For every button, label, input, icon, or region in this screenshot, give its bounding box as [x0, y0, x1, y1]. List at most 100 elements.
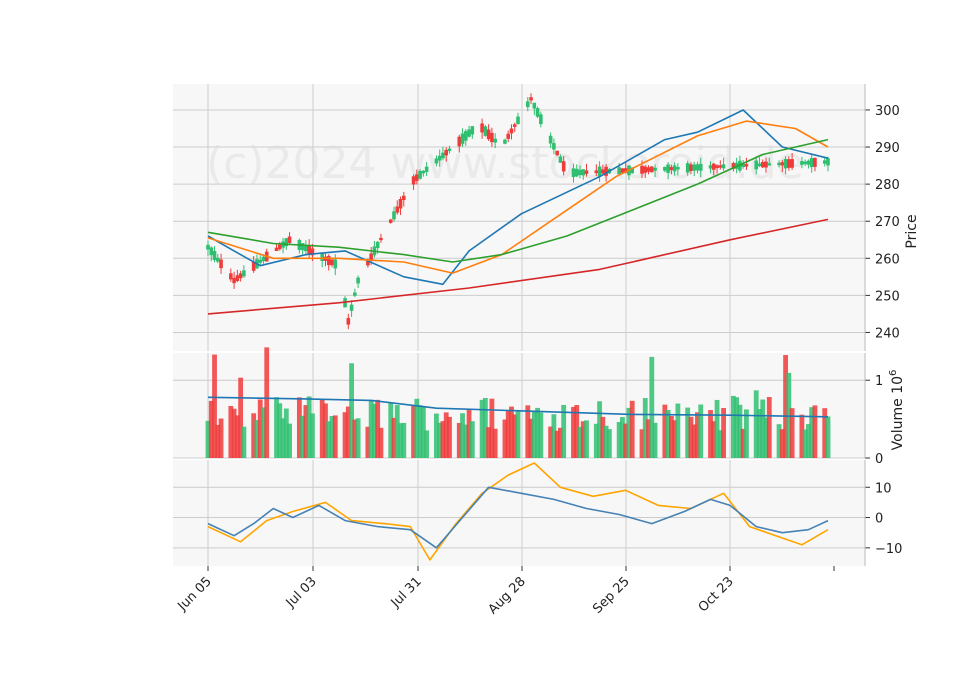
- volume-bar: [744, 409, 749, 458]
- volume-bar: [721, 408, 726, 458]
- volume-bar: [509, 406, 514, 458]
- volume-bar: [623, 423, 629, 458]
- candle-body: [640, 165, 644, 174]
- volume-bar: [649, 356, 655, 458]
- volume-bar: [597, 401, 602, 458]
- volume-bar: [580, 421, 586, 458]
- candle-body: [767, 163, 772, 166]
- candle-body: [437, 155, 442, 161]
- candle-body: [708, 165, 713, 169]
- candle-body: [715, 165, 719, 168]
- volume-bar: [319, 398, 325, 458]
- candle-body: [369, 253, 373, 261]
- volume-bar: [763, 417, 769, 458]
- candle-body: [307, 245, 311, 255]
- candle-body: [809, 158, 814, 168]
- volume-bar: [652, 422, 658, 458]
- volume-bar: [218, 418, 224, 458]
- volume-bar: [417, 405, 423, 458]
- candle-body: [757, 163, 762, 167]
- volume-bar: [789, 408, 795, 458]
- y-tick-label: 10: [875, 481, 892, 496]
- candle-body: [574, 168, 579, 177]
- x-tick-label: Jul 03: [283, 574, 320, 611]
- x-tick-label: Oct 23: [696, 574, 737, 615]
- volume-bar: [440, 421, 446, 458]
- candle-body: [711, 163, 716, 170]
- y-tick-label: 1: [875, 374, 883, 389]
- volume-bar: [799, 414, 805, 458]
- volume-bar: [434, 413, 439, 458]
- candle-body: [721, 164, 726, 169]
- moving-average-line-2: [207, 120, 829, 274]
- volume-bar: [345, 406, 351, 458]
- candle-body: [310, 248, 315, 256]
- volume-bar: [326, 421, 332, 458]
- candle-body: [463, 131, 468, 141]
- price-axis-label: Price: [904, 214, 920, 248]
- candle-body: [480, 123, 484, 133]
- candle-body: [646, 167, 651, 172]
- volume-bar: [646, 419, 651, 458]
- candle-body: [787, 159, 791, 168]
- volume-bar: [577, 426, 583, 458]
- candle-body: [672, 165, 677, 172]
- volume-bar: [264, 347, 270, 458]
- volume-bar: [776, 424, 782, 458]
- volume-bar: [714, 399, 720, 458]
- candle-body: [349, 304, 354, 311]
- volume-bar: [515, 410, 521, 458]
- candle-body: [822, 160, 827, 164]
- candle-body: [398, 198, 403, 209]
- candle-body: [525, 101, 530, 108]
- volume-bar: [600, 416, 606, 458]
- volume-bar: [329, 416, 335, 458]
- volume-bar: [812, 405, 818, 458]
- volume-bar: [283, 408, 289, 458]
- candle-body: [594, 170, 599, 174]
- volume-bar: [274, 397, 279, 458]
- candle-body: [506, 133, 511, 139]
- candle-body: [304, 245, 308, 252]
- candle-body: [535, 108, 540, 117]
- volume-bar: [822, 408, 828, 458]
- volume-bar: [257, 399, 263, 458]
- volume-bar: [802, 429, 808, 458]
- volume-bar: [672, 420, 678, 458]
- volume-bar: [806, 424, 811, 458]
- volume-bar: [372, 403, 377, 458]
- y-tick-label: −10: [875, 542, 902, 557]
- candle-body: [783, 158, 788, 169]
- volume-bar: [711, 421, 717, 458]
- candle-body: [561, 161, 566, 172]
- volume-bar: [695, 412, 700, 458]
- volume-bar: [254, 419, 260, 458]
- volume-bar: [525, 405, 531, 458]
- volume-bar: [603, 425, 609, 458]
- volume-bar: [668, 416, 674, 458]
- y-tick-label: 300: [875, 104, 900, 119]
- volume-bar: [208, 400, 214, 458]
- candle-body: [274, 247, 279, 252]
- candle-body: [209, 247, 214, 256]
- candle-body: [558, 156, 563, 163]
- candle-body: [764, 161, 768, 168]
- volume-bar: [698, 404, 704, 458]
- moving-average-line-3: [207, 138, 829, 263]
- volume-bar: [626, 407, 632, 458]
- volume-bar: [531, 410, 537, 458]
- candle-body: [470, 126, 475, 135]
- candle-body: [692, 164, 697, 171]
- candle-body: [695, 164, 700, 171]
- volume-bar: [378, 427, 384, 458]
- volume-bar: [394, 405, 400, 458]
- candle-body: [676, 167, 680, 170]
- volume-bar: [234, 415, 240, 458]
- volume-axis-exponent: 6: [888, 370, 899, 376]
- volume-bar: [251, 413, 257, 458]
- y-tick-label: 280: [875, 178, 900, 193]
- y-tick-label: 290: [875, 141, 900, 156]
- volume-bar: [730, 395, 736, 458]
- candle-body: [333, 259, 338, 269]
